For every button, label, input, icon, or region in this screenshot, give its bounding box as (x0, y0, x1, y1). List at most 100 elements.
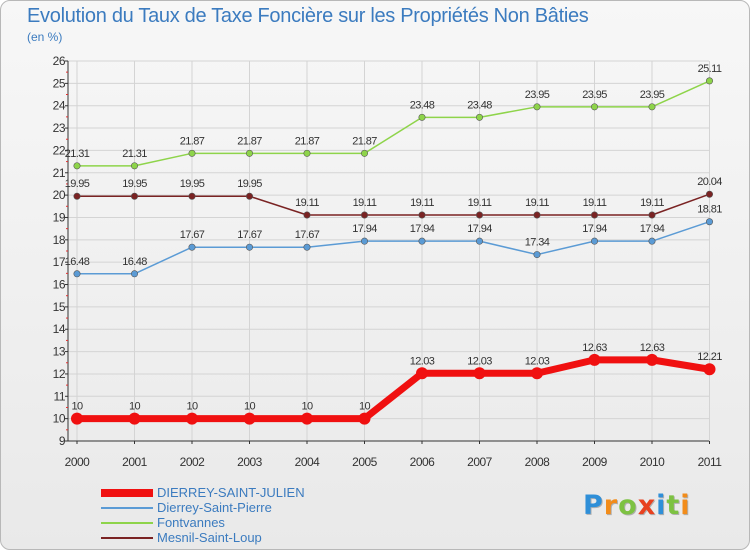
data-point-mesnil-saint-loup (246, 192, 254, 200)
chart-title: Evolution du Taux de Taxe Foncière sur l… (27, 5, 589, 27)
data-point-dierrey-saint-pierre (73, 270, 81, 278)
data-label-dierrey-saint-pierre: 17.94 (352, 223, 377, 235)
logo-letter: x (637, 490, 657, 521)
data-label-mesnil-saint-loup: 19.11 (525, 197, 549, 209)
y-axis-unit: (en %) (27, 30, 63, 44)
data-point-dierrey-saint-pierre (188, 243, 196, 251)
data-point-dierrey-saint-julien (71, 412, 83, 425)
data-point-dierrey-saint-julien (531, 367, 543, 380)
x-tick-label-2009: 2009 (582, 455, 608, 469)
data-label-mesnil-saint-loup: 19.95 (180, 178, 205, 190)
data-label-fontvannes: 23.95 (640, 89, 665, 101)
data-point-dierrey-saint-julien (358, 412, 371, 425)
data-point-dierrey-saint-pierre (131, 270, 139, 278)
data-point-dierrey-saint-julien (646, 353, 658, 366)
data-point-dierrey-saint-julien (588, 353, 601, 366)
data-point-dierrey-saint-julien (416, 367, 428, 380)
x-tick-label-2002: 2002 (180, 455, 206, 469)
y-tick-label-12: 12 (53, 367, 66, 381)
data-point-mesnil-saint-loup (360, 211, 368, 219)
data-label-dierrey-saint-julien: 12.03 (467, 355, 492, 367)
data-label-dierrey-saint-julien: 10 (129, 401, 141, 413)
data-point-dierrey-saint-pierre (533, 251, 541, 259)
data-label-fontvannes: 25.11 (698, 63, 722, 75)
data-point-dierrey-saint-julien (703, 363, 716, 376)
data-point-dierrey-saint-pierre (303, 243, 311, 251)
logo-letter: P (583, 490, 604, 521)
data-label-dierrey-saint-julien: 12.03 (525, 355, 550, 367)
data-label-dierrey-saint-pierre: 17.94 (410, 223, 435, 235)
legend-swatch-dierrey-saint-julien (101, 488, 153, 497)
logo-letter: o (618, 490, 638, 521)
data-point-fontvannes (303, 149, 311, 157)
series-line-mesnil-saint-loup (76, 193, 711, 216)
x-tick-label-2010: 2010 (640, 455, 666, 469)
data-label-fontvannes: 23.95 (525, 89, 550, 101)
data-point-mesnil-saint-loup (303, 211, 311, 219)
data-point-mesnil-saint-loup (590, 211, 598, 219)
legend-label-mesnil-saint-loup: Mesnil-Saint-Loup (157, 530, 262, 545)
data-label-dierrey-saint-julien: 12.03 (410, 355, 435, 367)
data-label-dierrey-saint-pierre: 17.67 (295, 229, 320, 241)
data-point-mesnil-saint-loup (418, 211, 426, 219)
legend: DIERREY-SAINT-JULIEN Dierrey-Saint-Pierre… (101, 485, 305, 545)
series-line-dierrey-saint-pierre (76, 220, 711, 275)
y-tick-label-19: 19 (53, 210, 66, 224)
data-label-fontvannes: 23.48 (467, 99, 492, 111)
data-label-dierrey-saint-pierre: 16.48 (122, 256, 147, 268)
data-label-fontvannes: 23.48 (410, 99, 435, 111)
data-point-fontvannes (475, 113, 483, 121)
legend-label-fontvannes: Fontvannes (157, 515, 225, 530)
legend-item-dierrey-saint-julien: DIERREY-SAINT-JULIEN (101, 485, 305, 500)
data-point-mesnil-saint-loup (705, 190, 713, 198)
data-label-mesnil-saint-loup: 20.04 (697, 176, 722, 188)
series-line-fontvannes (76, 80, 711, 167)
y-tick-label-16: 16 (53, 278, 66, 292)
data-label-fontvannes: 21.31 (65, 148, 90, 160)
data-point-dierrey-saint-pierre (648, 237, 656, 245)
data-label-fontvannes: 23.95 (582, 89, 607, 101)
data-label-dierrey-saint-julien: 12.21 (697, 351, 722, 363)
data-point-fontvannes (246, 149, 254, 157)
data-point-fontvannes (131, 162, 139, 170)
data-label-dierrey-saint-pierre: 17.67 (237, 229, 262, 241)
data-label-mesnil-saint-loup: 19.95 (122, 178, 147, 190)
data-point-dierrey-saint-julien (186, 412, 198, 425)
data-label-dierrey-saint-julien: 10 (186, 401, 198, 413)
data-label-dierrey-saint-pierre: 18.81 (697, 204, 722, 216)
y-tick-label-11: 11 (54, 389, 66, 403)
legend-swatch-dierrey-saint-pierre (101, 506, 153, 509)
data-label-fontvannes: 21.87 (352, 135, 377, 147)
x-tick-label-2001: 2001 (122, 455, 148, 469)
legend-swatch-fontvannes (101, 521, 153, 524)
y-tick-label-10: 10 (53, 412, 66, 426)
data-label-dierrey-saint-julien: 12.63 (640, 342, 665, 354)
x-tick-label-2004: 2004 (295, 455, 321, 469)
data-label-mesnil-saint-loup: 19.11 (410, 197, 434, 209)
data-label-dierrey-saint-pierre: 16.48 (65, 256, 90, 268)
data-label-mesnil-saint-loup: 19.11 (640, 197, 664, 209)
y-tick-label-18: 18 (53, 233, 66, 247)
x-tick-label-2000: 2000 (65, 455, 91, 469)
data-point-fontvannes (188, 149, 196, 157)
data-point-fontvannes (418, 113, 426, 121)
data-point-dierrey-saint-julien (128, 412, 141, 425)
data-label-mesnil-saint-loup: 19.11 (353, 197, 377, 209)
data-label-dierrey-saint-pierre: 17.94 (640, 223, 665, 235)
data-label-dierrey-saint-julien: 10 (301, 401, 313, 413)
x-tick-label-2011: 2011 (698, 455, 723, 469)
data-point-fontvannes (533, 103, 541, 111)
data-label-dierrey-saint-pierre: 17.94 (582, 223, 607, 235)
proxiti-logo: Proxiti (583, 490, 691, 521)
data-label-dierrey-saint-julien: 10 (244, 401, 256, 413)
logo-letter: i (656, 490, 667, 521)
series-line-dierrey-saint-julien (73, 356, 713, 423)
legend-item-mesnil-saint-loup: Mesnil-Saint-Loup (101, 530, 305, 545)
logo-letter: r (603, 490, 619, 521)
y-tick-label-21: 21 (53, 166, 66, 180)
data-point-dierrey-saint-pierre (246, 243, 254, 251)
data-label-mesnil-saint-loup: 19.11 (468, 197, 492, 209)
y-tick-label-22: 22 (53, 143, 66, 157)
data-point-dierrey-saint-julien (243, 412, 256, 425)
